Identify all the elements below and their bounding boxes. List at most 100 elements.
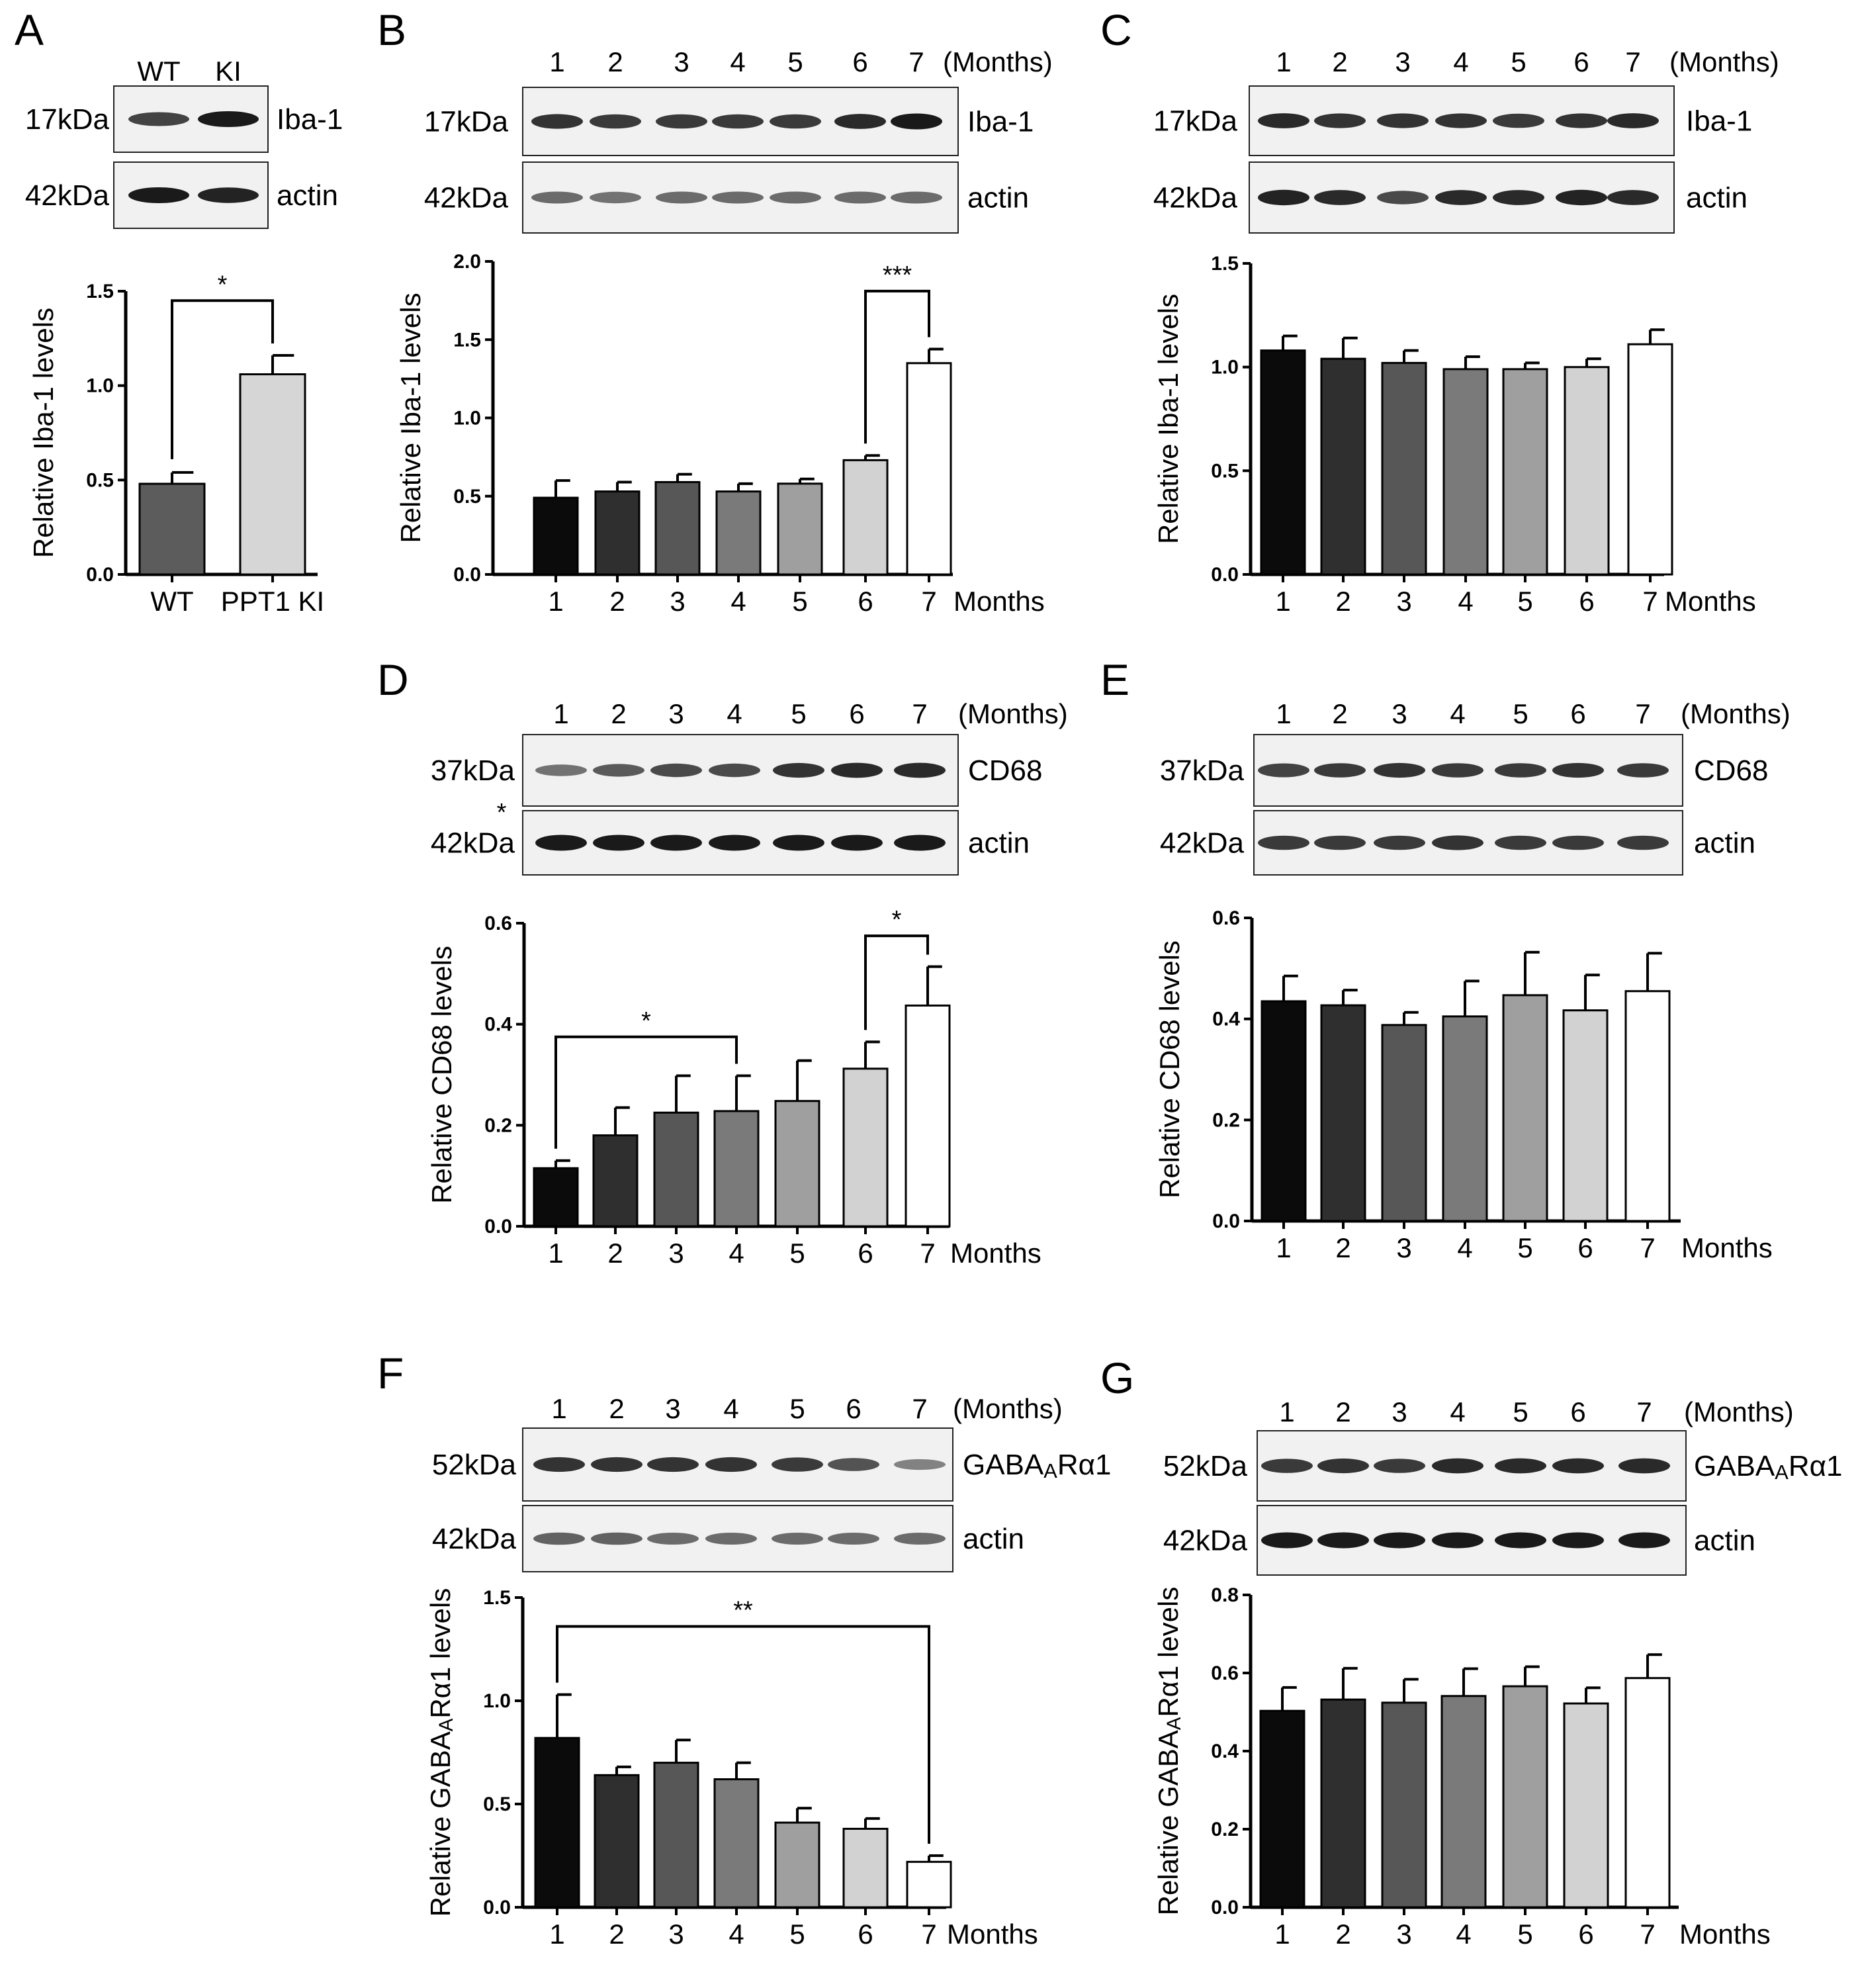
lane-label: 3 bbox=[1392, 698, 1407, 729]
bar-chart-A: 0.0 0.5 1.0 1.5 WT PPT1 KI Relative Iba-1 leve… bbox=[28, 271, 324, 617]
western-blot-panel-B: 17kDa Iba-1 42kDa actin 1 2 3 4 5 6 7 (Months) B bbox=[377, 5, 1053, 234]
significance-label: *** bbox=[883, 261, 912, 289]
protein-label: GABAARα1 bbox=[1694, 1450, 1843, 1484]
blot-band bbox=[1432, 763, 1483, 778]
blot-band bbox=[531, 191, 583, 204]
y-tick-label: 0.8 bbox=[1211, 1584, 1239, 1606]
bar bbox=[533, 1167, 579, 1228]
western-blot-panel-F: 52kDa GABAARα1 42kDa actin 1 2 3 4 5 6 7 (Months) F bbox=[377, 1349, 1112, 1572]
y-axis-label: Relative Iba-1 levels bbox=[1153, 294, 1184, 544]
blot-band bbox=[1258, 835, 1309, 850]
blot-band bbox=[1552, 1532, 1604, 1549]
bar bbox=[1381, 1701, 1427, 1909]
x-tick-label: WT bbox=[150, 586, 193, 617]
blot-band bbox=[772, 1533, 823, 1545]
bar bbox=[653, 1762, 699, 1909]
blot-band bbox=[773, 762, 824, 778]
bar bbox=[1381, 361, 1427, 576]
y-axis-label: Relative GABAARα1 levels bbox=[425, 1588, 457, 1917]
lane-label: 1 bbox=[551, 1393, 566, 1424]
blot-band bbox=[533, 1457, 585, 1472]
blot-band bbox=[1556, 189, 1607, 206]
y-axis-label: Relative CD68 levels bbox=[1154, 940, 1185, 1198]
lane-label: 6 bbox=[1573, 46, 1589, 77]
blot-band bbox=[891, 113, 942, 130]
blot-band bbox=[828, 1533, 879, 1545]
protein-label: actin bbox=[968, 827, 1030, 860]
months-header: (Months) bbox=[953, 1393, 1063, 1424]
blot-band bbox=[712, 191, 764, 204]
bar bbox=[594, 1774, 640, 1909]
protein-label: actin bbox=[967, 182, 1029, 214]
molecular-weight-label: 52kDa bbox=[1163, 1450, 1248, 1482]
blot-band bbox=[1618, 1458, 1670, 1474]
x-axis-label: Months bbox=[1681, 1232, 1773, 1263]
lane-label: 5 bbox=[787, 46, 803, 77]
y-tick-label: 0.4 bbox=[1212, 1009, 1240, 1030]
y-axis-label: Relative CD68 levels bbox=[426, 946, 457, 1204]
x-tick-label: 7 bbox=[1640, 1232, 1655, 1263]
months-header: (Months) bbox=[1681, 698, 1791, 729]
blot-band bbox=[591, 1532, 642, 1545]
molecular-weight-label: 42kDa bbox=[25, 179, 110, 212]
y-tick-label: 0.0 bbox=[86, 564, 114, 586]
blot-band bbox=[834, 114, 886, 129]
lane-label: 7 bbox=[912, 698, 927, 729]
blot-band bbox=[1258, 113, 1309, 128]
blot-band bbox=[1374, 762, 1425, 778]
blot-band bbox=[1261, 1532, 1313, 1549]
x-tick-label: 4 bbox=[729, 1238, 744, 1269]
protein-label: actin bbox=[1694, 827, 1755, 860]
blot-band bbox=[590, 191, 641, 204]
x-tick-label: 6 bbox=[858, 1919, 873, 1950]
blot-band bbox=[593, 764, 644, 777]
bar bbox=[592, 1134, 639, 1228]
y-tick-label: 0.2 bbox=[1212, 1109, 1240, 1131]
blot-band bbox=[1607, 113, 1659, 128]
blot-band bbox=[656, 191, 707, 204]
y-tick-label: 0.0 bbox=[483, 1897, 511, 1919]
x-axis-label: Months bbox=[1679, 1919, 1771, 1950]
bar bbox=[842, 1827, 889, 1909]
y-tick-label: 1.5 bbox=[453, 329, 481, 351]
molecular-weight-label: 37kDa bbox=[1160, 754, 1245, 787]
y-tick-label: 1.0 bbox=[453, 408, 481, 429]
blot-band bbox=[650, 763, 702, 778]
protein-label: CD68 bbox=[1694, 754, 1769, 787]
blot-band bbox=[712, 114, 764, 129]
lane-label: 1 bbox=[549, 46, 564, 77]
blot-band bbox=[1493, 190, 1544, 205]
y-tick-label: 1.5 bbox=[1211, 253, 1239, 275]
blot-band bbox=[128, 112, 189, 126]
molecular-weight-label: 37kDa bbox=[431, 754, 515, 787]
lane-label: 3 bbox=[665, 1393, 680, 1424]
blot-band bbox=[1495, 1532, 1546, 1549]
bar bbox=[842, 1067, 889, 1228]
blot-band bbox=[1493, 113, 1544, 128]
x-tick-label: 4 bbox=[1458, 586, 1473, 617]
blot-band bbox=[1377, 191, 1429, 204]
blot-band bbox=[535, 764, 587, 776]
lane-label: 7 bbox=[1636, 1396, 1652, 1427]
y-tick-label: 0.5 bbox=[483, 1793, 511, 1815]
x-tick-label: PPT1 KI bbox=[221, 586, 324, 617]
bar bbox=[1320, 357, 1366, 576]
protein-label: Iba-1 bbox=[967, 106, 1034, 138]
x-tick-label: 5 bbox=[792, 586, 807, 617]
panel-letter: G bbox=[1100, 1353, 1134, 1402]
blot-band bbox=[1374, 1532, 1425, 1549]
x-tick-label: 2 bbox=[609, 1919, 624, 1950]
y-tick-label: 0.5 bbox=[86, 469, 114, 491]
protein-label: Iba-1 bbox=[277, 103, 343, 136]
western-blot-panel-A: 17kDa Iba-1 42kDa actin WT KI A bbox=[15, 5, 343, 229]
y-tick-label: 0.5 bbox=[453, 486, 481, 508]
bar bbox=[138, 482, 206, 576]
x-axis-label: Months bbox=[953, 586, 1045, 617]
blot-band bbox=[1552, 762, 1604, 778]
lane-label: 4 bbox=[1450, 698, 1465, 729]
western-blot-panel-C: 17kDa Iba-1 42kDa actin 1 2 3 4 5 6 7 (Months) C bbox=[1100, 5, 1779, 234]
blot-band bbox=[770, 191, 821, 204]
western-blot-panel-D: 37kDa CD68 42kDa actin 1 2 3 4 5 6 7 (Months) * D bbox=[377, 655, 1068, 876]
blot-band bbox=[1432, 1532, 1483, 1549]
bar bbox=[1260, 349, 1306, 576]
